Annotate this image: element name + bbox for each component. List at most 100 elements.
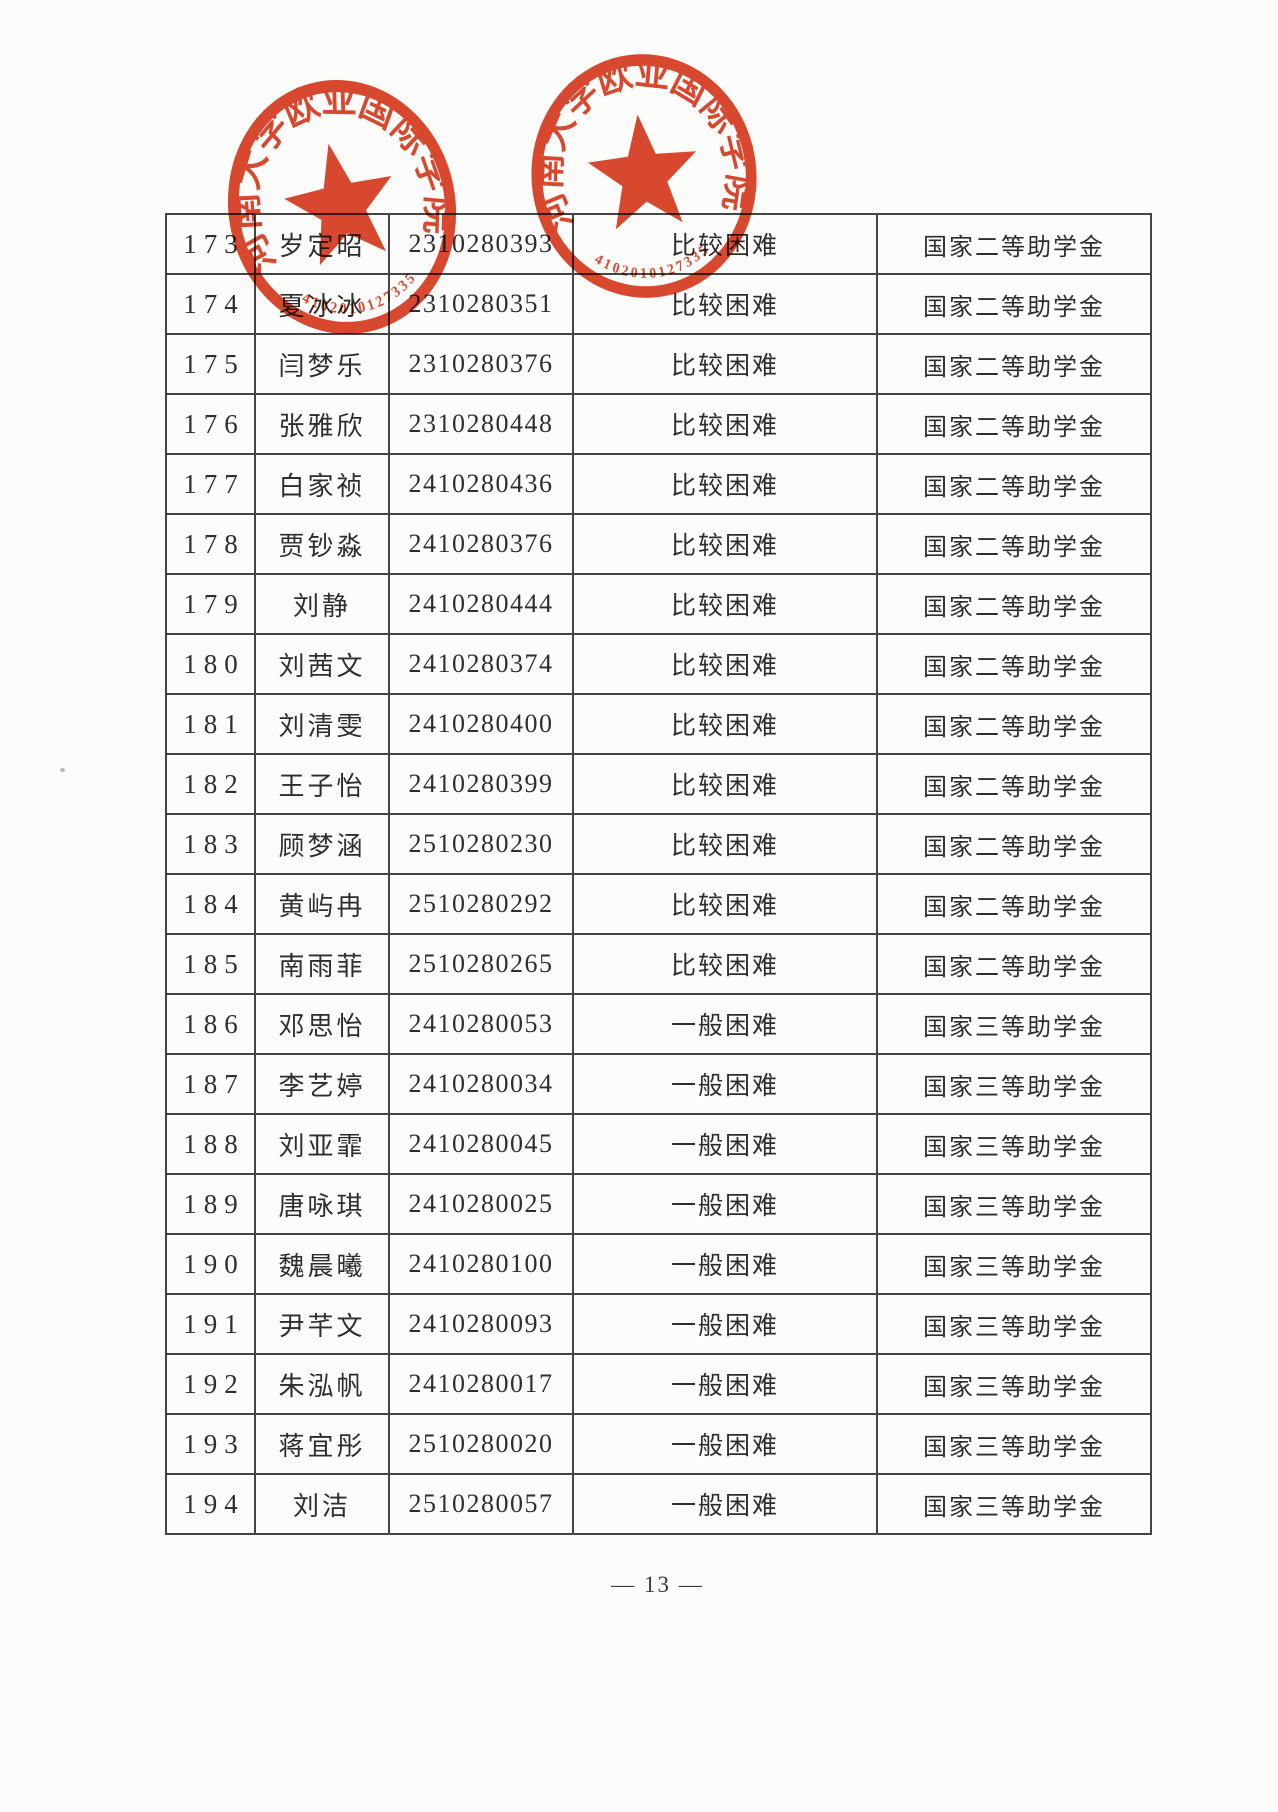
cell-student-name: 李艺婷 (254, 1053, 390, 1115)
cell-index: 183 (165, 813, 256, 875)
cell-difficulty: 比较困难 (572, 873, 878, 935)
cell-student-name: 朱泓帆 (254, 1353, 390, 1415)
cell-grant: 国家三等助学金 (876, 1113, 1152, 1175)
cell-grant: 国家三等助学金 (876, 1473, 1152, 1535)
cell-index: 190 (165, 1233, 256, 1295)
cell-student-id: 2410280045 (388, 1113, 574, 1175)
cell-difficulty: 一般困难 (572, 1293, 878, 1355)
scholarship-table: 173 岁定昭 2310280393 比较困难 国家二等助学金 174 夏冰冰 … (165, 213, 1152, 1535)
cell-student-name: 邓思怡 (254, 993, 390, 1055)
cell-student-id: 2310280376 (388, 333, 574, 395)
cell-difficulty: 比较困难 (572, 393, 878, 455)
cell-student-name: 尹芊文 (254, 1293, 390, 1355)
cell-grant: 国家二等助学金 (876, 753, 1152, 815)
table-row: 193 蒋宜彤 2510280020 一般困难 国家三等助学金 (165, 1413, 1152, 1475)
cell-difficulty: 一般困难 (572, 1353, 878, 1415)
table-row: 181 刘清雯 2410280400 比较困难 国家二等助学金 (165, 693, 1152, 755)
cell-grant: 国家二等助学金 (876, 573, 1152, 635)
cell-index: 191 (165, 1293, 256, 1355)
cell-grant: 国家二等助学金 (876, 453, 1152, 515)
cell-student-id: 2510280292 (388, 873, 574, 935)
table-row: 186 邓思怡 2410280053 一般困难 国家三等助学金 (165, 993, 1152, 1055)
cell-student-id: 2410280093 (388, 1293, 574, 1355)
cell-student-name: 闫梦乐 (254, 333, 390, 395)
cell-student-name: 顾梦涵 (254, 813, 390, 875)
cell-difficulty: 一般困难 (572, 1233, 878, 1295)
cell-grant: 国家三等助学金 (876, 1233, 1152, 1295)
cell-student-name: 刘洁 (254, 1473, 390, 1535)
cell-difficulty: 比较困难 (572, 633, 878, 695)
cell-difficulty: 一般困难 (572, 1413, 878, 1475)
cell-difficulty: 比较困难 (572, 813, 878, 875)
table-body: 173 岁定昭 2310280393 比较困难 国家二等助学金 174 夏冰冰 … (165, 213, 1152, 1535)
table-row: 183 顾梦涵 2510280230 比较困难 国家二等助学金 (165, 813, 1152, 875)
cell-student-id: 2410280399 (388, 753, 574, 815)
seal-ring-text: 河南大学欧亚国际学院 (516, 40, 764, 238)
cell-index: 178 (165, 513, 256, 575)
cell-student-name: 王子怡 (254, 753, 390, 815)
cell-student-name: 魏晨曦 (254, 1233, 390, 1295)
page-number: — 13 — (611, 1572, 704, 1597)
cell-difficulty: 一般困难 (572, 1473, 878, 1535)
table-row: 187 李艺婷 2410280034 一般困难 国家三等助学金 (165, 1053, 1152, 1115)
cell-grant: 国家二等助学金 (876, 273, 1152, 335)
cell-student-name: 蒋宜彤 (254, 1413, 390, 1475)
cell-index: 184 (165, 873, 256, 935)
cell-student-id: 2410280400 (388, 693, 574, 755)
cell-difficulty: 比较困难 (572, 693, 878, 755)
table-row: 176 张雅欣 2310280448 比较困难 国家二等助学金 (165, 393, 1152, 455)
cell-student-name: 刘亚霏 (254, 1113, 390, 1175)
table-row: 173 岁定昭 2310280393 比较困难 国家二等助学金 (165, 213, 1152, 275)
cell-grant: 国家三等助学金 (876, 1413, 1152, 1475)
table-row: 175 闫梦乐 2310280376 比较困难 国家二等助学金 (165, 333, 1152, 395)
cell-index: 188 (165, 1113, 256, 1175)
cell-difficulty: 比较困难 (572, 273, 878, 335)
cell-student-name: 刘清雯 (254, 693, 390, 755)
cell-difficulty: 一般困难 (572, 1113, 878, 1175)
cell-difficulty: 一般困难 (572, 993, 878, 1055)
cell-difficulty: 比较困难 (572, 753, 878, 815)
cell-grant: 国家二等助学金 (876, 513, 1152, 575)
cell-difficulty: 比较困难 (572, 573, 878, 635)
cell-grant: 国家二等助学金 (876, 393, 1152, 455)
cell-student-id: 2310280393 (388, 213, 574, 275)
cell-grant: 国家二等助学金 (876, 333, 1152, 395)
cell-difficulty: 比较困难 (572, 453, 878, 515)
cell-student-name: 唐咏琪 (254, 1173, 390, 1235)
table-row: 188 刘亚霏 2410280045 一般困难 国家三等助学金 (165, 1113, 1152, 1175)
table-row: 177 白家祯 2410280436 比较困难 国家二等助学金 (165, 453, 1152, 515)
cell-student-name: 贾钞淼 (254, 513, 390, 575)
table-row: 184 黄屿冉 2510280292 比较困难 国家二等助学金 (165, 873, 1152, 935)
cell-difficulty: 一般困难 (572, 1053, 878, 1115)
cell-grant: 国家二等助学金 (876, 633, 1152, 695)
table-row: 194 刘洁 2510280057 一般困难 国家三等助学金 (165, 1473, 1152, 1535)
cell-index: 177 (165, 453, 256, 515)
cell-student-id: 2510280057 (388, 1473, 574, 1535)
cell-student-id: 2410280444 (388, 573, 574, 635)
cell-index: 186 (165, 993, 256, 1055)
cell-student-name: 夏冰冰 (254, 273, 390, 335)
cell-student-id: 2410280034 (388, 1053, 574, 1115)
table-row: 180 刘茜文 2410280374 比较困难 国家二等助学金 (165, 633, 1152, 695)
cell-index: 192 (165, 1353, 256, 1415)
cell-grant: 国家三等助学金 (876, 1353, 1152, 1415)
cell-student-id: 2410280053 (388, 993, 574, 1055)
cell-student-name: 刘静 (254, 573, 390, 635)
cell-difficulty: 比较困难 (572, 213, 878, 275)
cell-index: 174 (165, 273, 256, 335)
cell-index: 189 (165, 1173, 256, 1235)
cell-student-id: 2410280436 (388, 453, 574, 515)
cell-index: 173 (165, 213, 256, 275)
cell-index: 187 (165, 1053, 256, 1115)
table-row: 174 夏冰冰 2310280351 比较困难 国家二等助学金 (165, 273, 1152, 335)
cell-index: 182 (165, 753, 256, 815)
cell-grant: 国家三等助学金 (876, 1173, 1152, 1235)
cell-student-name: 张雅欣 (254, 393, 390, 455)
cell-index: 181 (165, 693, 256, 755)
cell-grant: 国家二等助学金 (876, 813, 1152, 875)
cell-student-id: 2310280448 (388, 393, 574, 455)
scholarship-table-container: 173 岁定昭 2310280393 比较困难 国家二等助学金 174 夏冰冰 … (165, 213, 1152, 1535)
table-row: 189 唐咏琪 2410280025 一般困难 国家三等助学金 (165, 1173, 1152, 1235)
cell-grant: 国家三等助学金 (876, 993, 1152, 1055)
